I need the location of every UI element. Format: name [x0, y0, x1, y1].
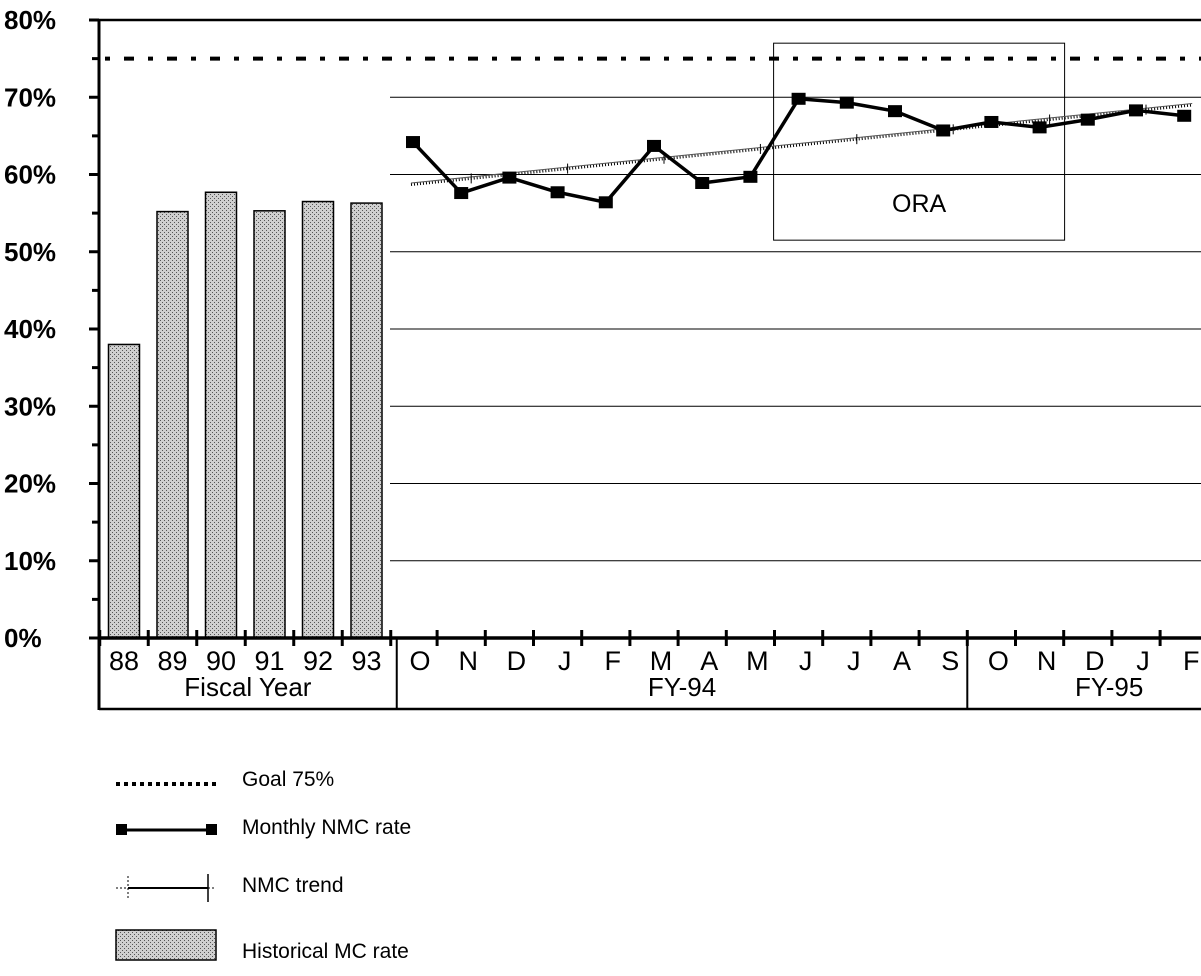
trend-line-edge — [410, 102, 1193, 184]
monthly-point — [1032, 121, 1047, 134]
x-tick-label: M — [746, 646, 769, 676]
monthly-point — [502, 171, 517, 184]
historical-bar — [156, 210, 189, 639]
trend-line-stroke — [410, 103, 1193, 187]
monthly-point — [695, 176, 710, 189]
monthly-point — [984, 115, 999, 128]
monthly-point — [936, 124, 951, 137]
ora-annotation: ORA — [773, 42, 1066, 241]
monthly-point — [1080, 113, 1095, 126]
x-tick-label: 89 — [157, 646, 187, 676]
monthly-point — [406, 136, 420, 149]
monthly-point — [550, 186, 565, 199]
historical-bar — [204, 191, 238, 639]
x-tick-label: A — [700, 646, 718, 676]
monthly-point — [791, 92, 806, 105]
historical-bar — [107, 343, 141, 639]
y-tick-label: 10% — [4, 546, 56, 576]
y-tick-label: 0% — [4, 623, 42, 653]
x-tick-label: J — [558, 646, 572, 676]
monthly-point — [888, 105, 902, 118]
axis-labels: 0%10%20%30%40%50%60%70%80%88 89 90 91 92 93 O N… — [4, 5, 1199, 702]
y-tick-label: 30% — [4, 391, 56, 421]
x-tick-label: J — [1136, 646, 1150, 676]
x-tick-label: S — [941, 646, 959, 676]
y-tick-label: 80% — [4, 5, 56, 35]
x-tick-label: F — [605, 646, 622, 676]
historical-bar — [253, 210, 286, 639]
monthly-line-swatch — [116, 824, 217, 835]
goal-line-swatch — [116, 782, 216, 786]
x-tick-label: O — [409, 646, 430, 676]
x-tick-label: 92 — [303, 646, 333, 676]
y-tick-label: 70% — [4, 82, 56, 112]
x-tick-label: N — [458, 646, 478, 676]
y-tick-label: 50% — [4, 237, 56, 267]
legend-label-trend: NMC trend — [242, 874, 344, 897]
x-tick-label: N — [1037, 646, 1057, 676]
legend-label-historical: Historical MC rate — [242, 940, 409, 963]
group-label: FY-95 — [1075, 672, 1143, 702]
x-tick-label: D — [507, 646, 527, 676]
group-label: Fiscal Year — [184, 672, 312, 702]
x-tick-label: A — [893, 646, 911, 676]
monthly-point — [839, 96, 854, 109]
x-tick-label: J — [847, 646, 861, 676]
monthly-point — [1177, 109, 1192, 122]
legend-item-monthly: Monthly NMC rate — [112, 810, 612, 850]
legend-item-historical: Historical MC rate — [112, 928, 612, 968]
trend-line-swatch — [116, 874, 216, 902]
gridlines — [99, 18, 1201, 562]
monthly-point — [647, 139, 661, 152]
monthly-line — [411, 97, 1185, 205]
legend-label-monthly: Monthly NMC rate — [242, 816, 412, 839]
legend-item-trend: NMC trend — [112, 868, 612, 908]
x-tick-label: F — [1183, 646, 1200, 676]
monthly-point — [743, 170, 758, 183]
x-tick-label: 90 — [206, 646, 236, 676]
historical-bar-swatch — [115, 929, 217, 961]
x-tick-label: 88 — [109, 646, 139, 676]
ora-label: ORA — [892, 190, 947, 218]
y-tick-label: 60% — [4, 160, 56, 190]
monthly-point — [454, 187, 469, 200]
historical-bar — [350, 202, 383, 639]
legend-item-goal: Goal 75% — [112, 760, 612, 800]
x-tick-label: 93 — [351, 646, 381, 676]
monthly-series — [406, 92, 1192, 209]
x-tick-label: M — [650, 646, 673, 676]
x-tick-label: 91 — [254, 646, 284, 676]
trend-line — [410, 102, 1193, 187]
x-tick-label: D — [1085, 646, 1105, 676]
monthly-point — [1129, 104, 1143, 117]
historical-bars — [107, 191, 383, 639]
x-tick-label: O — [988, 646, 1009, 676]
y-tick-label: 40% — [4, 314, 56, 344]
group-label: FY-94 — [648, 672, 716, 702]
y-tick-label: 20% — [4, 469, 56, 499]
legend-label-goal: Goal 75% — [242, 768, 335, 791]
historical-bar — [301, 200, 335, 639]
monthly-point — [598, 196, 613, 209]
x-tick-label: J — [799, 646, 813, 676]
axes — [89, 18, 1201, 711]
